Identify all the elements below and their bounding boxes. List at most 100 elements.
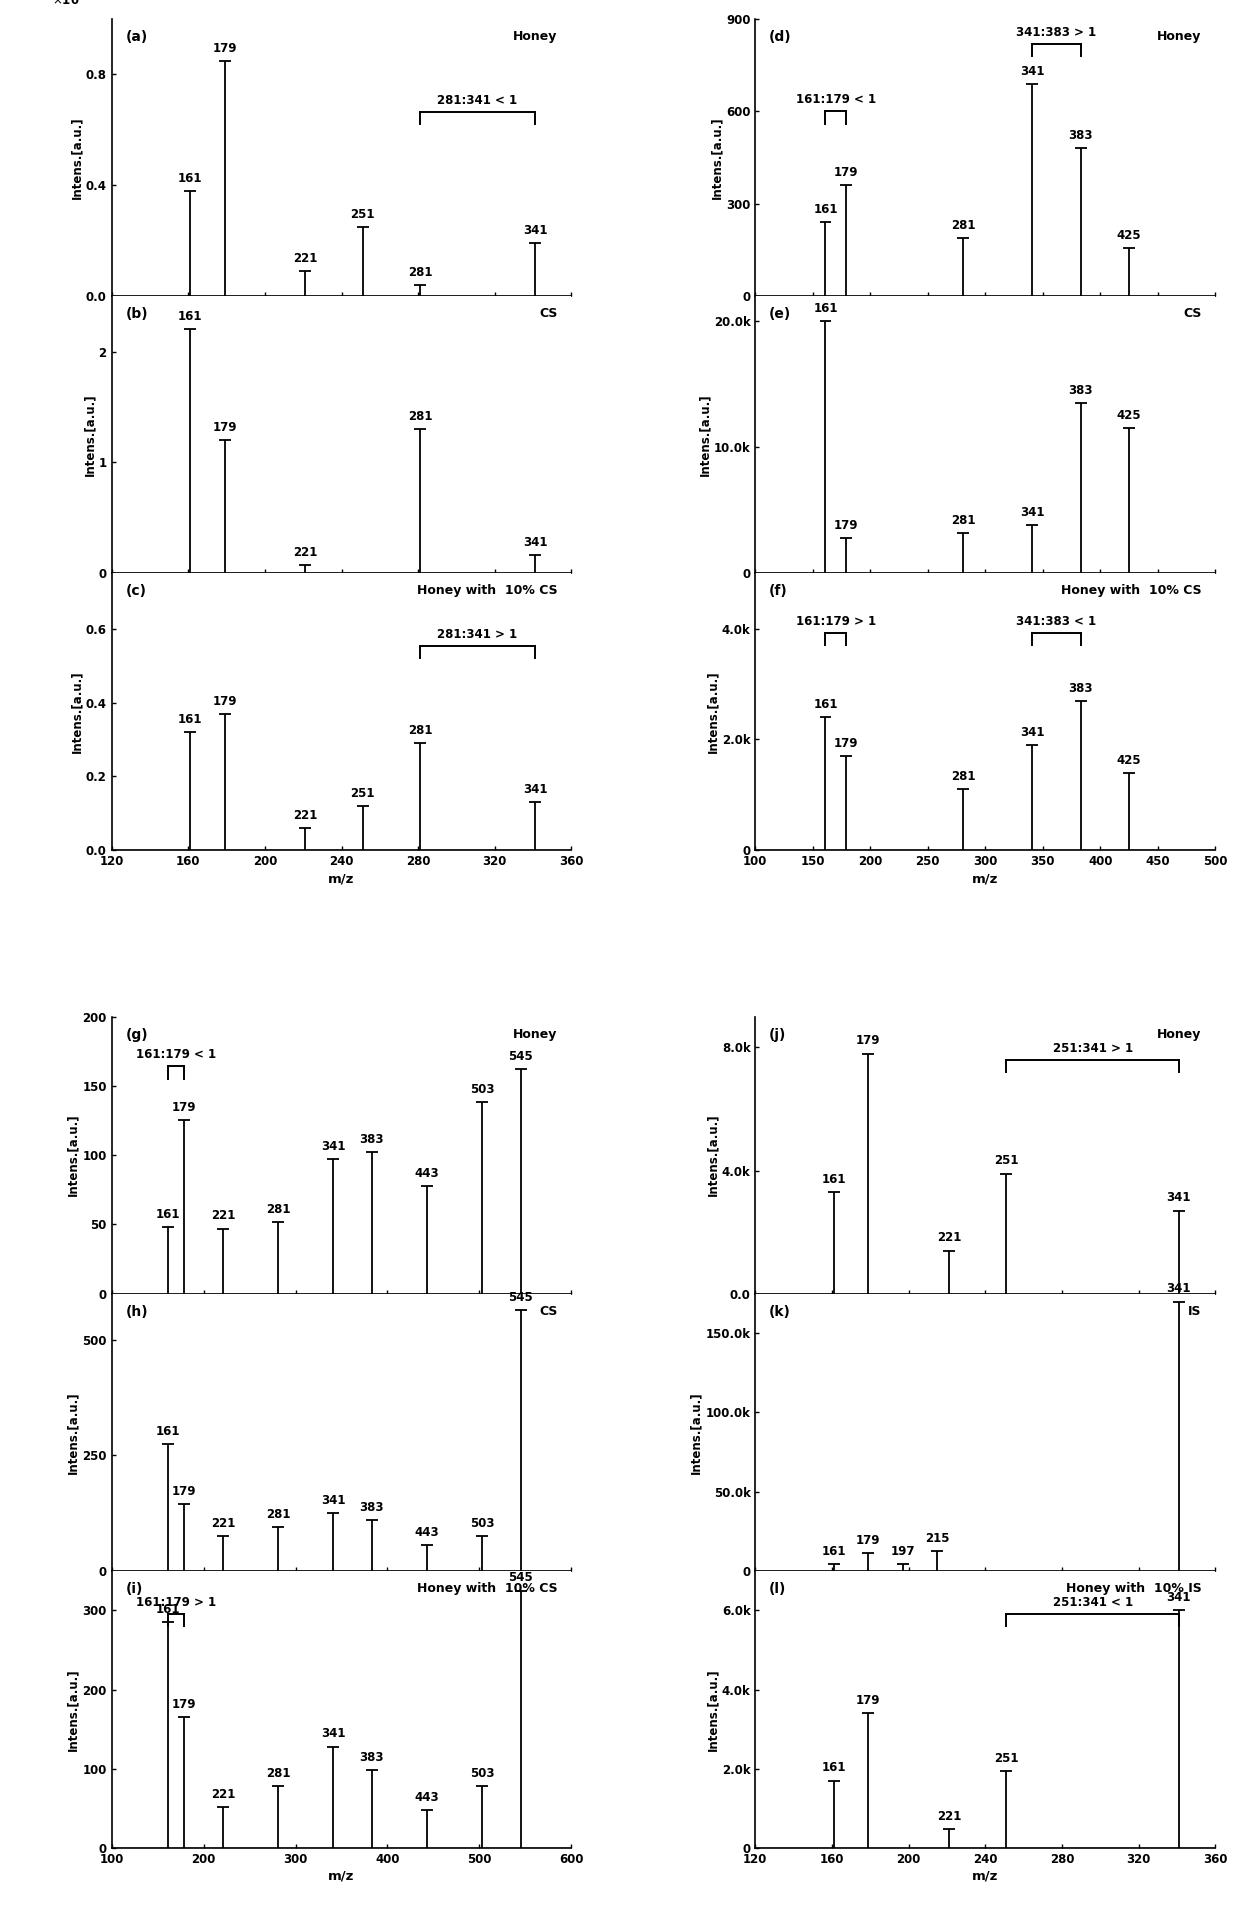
Text: 179: 179 (172, 1101, 196, 1114)
Text: Honey with  10% CS: Honey with 10% CS (417, 585, 558, 598)
Y-axis label: Intens.[a.u.]: Intens.[a.u.] (698, 392, 711, 476)
Text: CS: CS (1183, 307, 1202, 320)
Text: 251:341 > 1: 251:341 > 1 (1053, 1042, 1132, 1055)
Text: 161: 161 (155, 1425, 180, 1438)
Text: 341: 341 (321, 1494, 346, 1507)
Text: 221: 221 (211, 1787, 236, 1800)
Text: 341: 341 (1021, 726, 1044, 739)
Text: (h): (h) (125, 1305, 148, 1318)
Text: 251:341 < 1: 251:341 < 1 (1053, 1596, 1132, 1608)
Text: 341:383 < 1: 341:383 < 1 (1017, 615, 1096, 629)
Text: $\times$10$^4$: $\times$10$^4$ (52, 0, 84, 8)
Y-axis label: Intens.[a.u.]: Intens.[a.u.] (706, 1669, 719, 1751)
Text: 341: 341 (523, 225, 547, 238)
Text: 341:383 > 1: 341:383 > 1 (1017, 25, 1096, 38)
Text: 281: 281 (951, 219, 976, 232)
Text: 281: 281 (265, 1768, 290, 1779)
Text: 161: 161 (813, 204, 838, 215)
Text: 161: 161 (155, 1208, 180, 1221)
Text: 425: 425 (1117, 410, 1141, 423)
Text: 383: 383 (360, 1133, 384, 1147)
Text: 383: 383 (360, 1751, 384, 1764)
Text: (f): (f) (769, 585, 787, 598)
Text: 281: 281 (265, 1507, 290, 1520)
Text: 281: 281 (951, 770, 976, 783)
Text: 221: 221 (211, 1210, 236, 1223)
Y-axis label: Intens.[a.u.]: Intens.[a.u.] (69, 671, 83, 752)
Text: 215: 215 (925, 1532, 950, 1545)
Text: 179: 179 (212, 42, 237, 55)
Text: 341: 341 (1167, 1191, 1192, 1204)
Text: 179: 179 (172, 1484, 196, 1497)
Y-axis label: Intens.[a.u.]: Intens.[a.u.] (69, 116, 83, 198)
Text: 383: 383 (1069, 385, 1092, 396)
Y-axis label: Intens.[a.u.]: Intens.[a.u.] (706, 671, 719, 752)
Text: (k): (k) (769, 1305, 791, 1318)
X-axis label: m/z: m/z (329, 872, 355, 886)
Y-axis label: Intens.[a.u.]: Intens.[a.u.] (711, 116, 723, 198)
Text: 179: 179 (212, 695, 237, 707)
Text: 161:179 < 1: 161:179 < 1 (136, 1048, 216, 1061)
Text: 545: 545 (508, 1292, 533, 1303)
Y-axis label: Intens.[a.u.]: Intens.[a.u.] (83, 392, 95, 476)
Text: Honey: Honey (1157, 1027, 1202, 1040)
Text: CS: CS (539, 307, 558, 320)
Text: 161: 161 (813, 699, 838, 711)
Text: Honey: Honey (1157, 30, 1202, 44)
Text: 179: 179 (212, 421, 237, 434)
Text: 545: 545 (508, 1050, 533, 1063)
X-axis label: m/z: m/z (972, 1871, 998, 1882)
Text: 443: 443 (414, 1791, 439, 1804)
Text: (c): (c) (125, 585, 146, 598)
Text: 281: 281 (408, 267, 433, 278)
Text: 161: 161 (177, 712, 202, 726)
Text: 425: 425 (1117, 229, 1141, 242)
Text: 341: 341 (523, 537, 547, 549)
Text: 341: 341 (321, 1141, 346, 1153)
Text: 161: 161 (177, 311, 202, 324)
Text: 161: 161 (822, 1173, 846, 1187)
Y-axis label: Intens.[a.u.]: Intens.[a.u.] (689, 1391, 703, 1474)
Text: CS: CS (539, 1305, 558, 1318)
Text: 161:179 < 1: 161:179 < 1 (796, 93, 875, 107)
Text: 383: 383 (1069, 682, 1092, 695)
Text: 251: 251 (994, 1154, 1018, 1168)
Text: 251: 251 (994, 1751, 1018, 1764)
Text: (a): (a) (125, 30, 148, 44)
Y-axis label: Intens.[a.u.]: Intens.[a.u.] (67, 1669, 79, 1751)
X-axis label: m/z: m/z (329, 1871, 355, 1882)
Text: (l): (l) (769, 1581, 786, 1596)
Text: 161: 161 (822, 1545, 846, 1558)
Text: (b): (b) (125, 307, 148, 322)
Text: 179: 179 (835, 737, 858, 751)
Text: 425: 425 (1117, 754, 1141, 766)
Text: 545: 545 (508, 1572, 533, 1585)
Text: 281:341 < 1: 281:341 < 1 (438, 93, 517, 107)
Text: 251: 251 (351, 208, 374, 221)
Text: Honey with  10% CS: Honey with 10% CS (417, 1581, 558, 1594)
Text: (i): (i) (125, 1581, 143, 1596)
Text: 281: 281 (408, 410, 433, 423)
Text: 341: 341 (321, 1728, 346, 1741)
Text: 179: 179 (856, 1534, 880, 1547)
Y-axis label: Intens.[a.u.]: Intens.[a.u.] (67, 1114, 79, 1196)
Text: 341: 341 (1021, 507, 1044, 520)
Text: 251: 251 (351, 787, 374, 800)
Text: 179: 179 (172, 1697, 196, 1711)
Text: 161: 161 (155, 1604, 180, 1615)
Text: 161:179 > 1: 161:179 > 1 (136, 1596, 216, 1608)
Text: 503: 503 (470, 1084, 495, 1097)
Text: 221: 221 (293, 251, 317, 265)
Text: 221: 221 (936, 1231, 961, 1244)
Y-axis label: Intens.[a.u.]: Intens.[a.u.] (67, 1391, 79, 1474)
Text: 161: 161 (813, 303, 838, 314)
Text: 383: 383 (1069, 130, 1092, 143)
Text: IS: IS (1188, 1305, 1202, 1318)
Text: 221: 221 (211, 1516, 236, 1530)
Text: 221: 221 (936, 1810, 961, 1823)
Text: (d): (d) (769, 30, 792, 44)
Text: 161:179 > 1: 161:179 > 1 (796, 615, 875, 629)
Text: 341: 341 (1021, 65, 1044, 78)
Text: 197: 197 (890, 1545, 915, 1558)
Text: 341: 341 (523, 783, 547, 796)
